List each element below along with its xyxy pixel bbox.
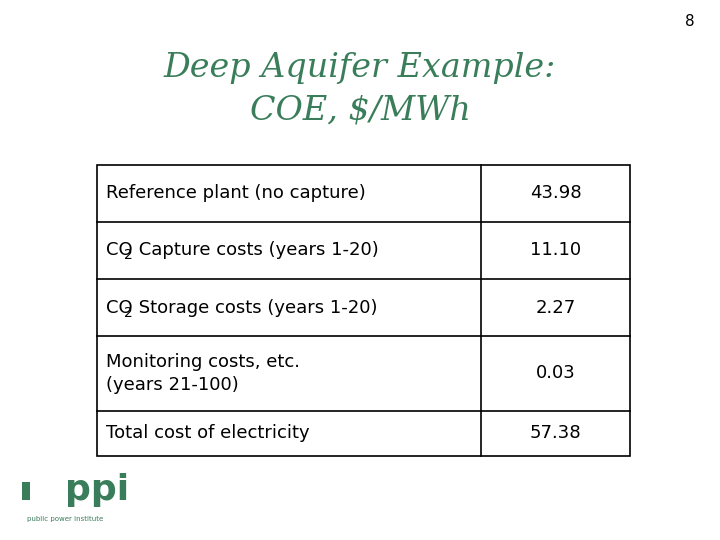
Text: 2: 2 [125, 306, 133, 320]
Text: 11.10: 11.10 [530, 241, 581, 259]
Text: Capture costs (years 1-20): Capture costs (years 1-20) [133, 241, 379, 259]
Text: Total cost of electricity: Total cost of electricity [106, 424, 310, 442]
Text: Monitoring costs, etc.
(years 21-100): Monitoring costs, etc. (years 21-100) [106, 353, 300, 394]
Text: 57.38: 57.38 [530, 424, 581, 442]
Bar [22, 482, 30, 500]
Text: 2.27: 2.27 [535, 299, 575, 316]
Text: Reference plant (no capture): Reference plant (no capture) [106, 184, 366, 202]
Text: 2: 2 [125, 248, 133, 262]
Text: Storage costs (years 1-20): Storage costs (years 1-20) [133, 299, 378, 316]
Text: ppi: ppi [66, 474, 130, 507]
Text: Deep Aquifer Example:: Deep Aquifer Example: [164, 51, 556, 84]
Text: 43.98: 43.98 [530, 184, 581, 202]
Text: 8: 8 [685, 14, 695, 29]
Text: CO: CO [106, 241, 132, 259]
Text: COE, $/MWh: COE, $/MWh [250, 94, 470, 127]
Text: 0.03: 0.03 [536, 364, 575, 382]
Text: CO: CO [106, 299, 132, 316]
Text: public power institute: public power institute [27, 516, 104, 523]
Text: TVA: TVA [596, 487, 657, 515]
